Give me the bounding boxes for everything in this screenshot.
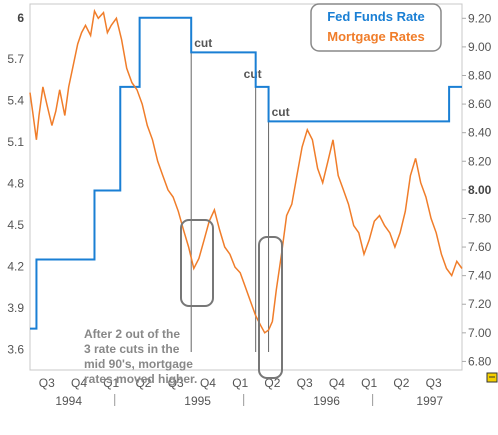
right-tick-label: 8.40 xyxy=(468,126,492,140)
left-tick-label: 3.6 xyxy=(7,342,24,356)
quarter-label: Q4 xyxy=(200,376,216,390)
right-tick-label: 8.80 xyxy=(468,68,492,82)
quarter-label: Q3 xyxy=(168,376,184,390)
right-tick-label: 7.60 xyxy=(468,240,492,254)
legend-box xyxy=(310,3,442,52)
highlight-boxes xyxy=(180,219,283,379)
year-label: 1995 xyxy=(184,394,211,408)
quarter-label: Q2 xyxy=(393,376,409,390)
left-tick-label: 4.8 xyxy=(7,177,24,191)
right-tick-label: 9.20 xyxy=(468,11,492,25)
quarter-label: Q1 xyxy=(232,376,248,390)
right-tick-label: 7.20 xyxy=(468,297,492,311)
left-tick-label: 5.7 xyxy=(7,52,24,66)
quarter-label: Q4 xyxy=(329,376,345,390)
plot-frame xyxy=(29,3,463,371)
right-tick-label: 8.60 xyxy=(468,97,492,111)
quarter-label: Q2 xyxy=(264,376,280,390)
right-tick-label: 7.40 xyxy=(468,269,492,283)
quarter-label: Q1 xyxy=(103,376,119,390)
left-tick-label: 4.5 xyxy=(7,218,24,232)
quarter-label: Q3 xyxy=(426,376,442,390)
cut-label: cut xyxy=(272,105,290,119)
series-layer xyxy=(29,8,463,334)
highlight-box-1995 xyxy=(180,219,214,307)
quarter-label: Q4 xyxy=(71,376,87,390)
legend: Fed Funds Rate Mortgage Rates xyxy=(310,3,442,52)
left-tick-label: 5.4 xyxy=(7,94,24,108)
year-label: 1996 xyxy=(313,394,340,408)
left-axis-ticks: 6 5.7 5.4 5.1 4.8 4.5 4.2 3.9 3.6 xyxy=(7,11,24,356)
year-label: 1997 xyxy=(416,394,443,408)
mortgage-rates-line xyxy=(29,8,463,334)
note-line: After 2 out of the xyxy=(84,327,180,341)
legend-entry: Fed Funds Rate xyxy=(327,9,425,24)
right-axis-ticks: 9.20 9.00 8.80 8.60 8.40 8.20 8.00 7.80 7.60 7.40… xyxy=(462,11,492,368)
left-tick-label: 4.2 xyxy=(7,259,24,273)
highlight-box-1996 xyxy=(258,236,283,379)
right-tick-label: 8.00 xyxy=(468,183,492,197)
cut-label: cut xyxy=(194,36,212,50)
right-tick-label: 6.80 xyxy=(468,354,492,368)
quarter-label: Q1 xyxy=(361,376,377,390)
note-line: 3 rate cuts in the xyxy=(84,342,180,356)
plot-area xyxy=(29,3,463,371)
year-label: 1994 xyxy=(55,394,82,408)
fed-funds-line xyxy=(30,16,462,330)
note-line: rates moved higher. xyxy=(84,372,197,386)
note-line: mid 90's, mortgage xyxy=(84,357,193,371)
resize-icon[interactable] xyxy=(486,372,498,383)
right-tick-label: 7.80 xyxy=(468,211,492,225)
left-tick-label: 3.9 xyxy=(7,301,24,315)
right-tick-label: 9.00 xyxy=(468,40,492,54)
cut-label: cut xyxy=(244,67,262,81)
right-tick-label: 8.20 xyxy=(468,154,492,168)
right-tick-label: 7.00 xyxy=(468,326,492,340)
quarter-label: Q3 xyxy=(39,376,55,390)
quarter-label: Q3 xyxy=(297,376,313,390)
cut-annotations: cut cut cut xyxy=(190,17,290,352)
left-tick-label: 6 xyxy=(17,11,24,25)
left-tick-label: 5.1 xyxy=(7,135,24,149)
legend-entry: Mortgage Rates xyxy=(327,29,425,44)
quarter-label: Q2 xyxy=(135,376,151,390)
